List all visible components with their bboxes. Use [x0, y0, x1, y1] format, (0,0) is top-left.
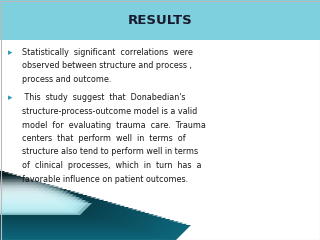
Polygon shape: [0, 199, 100, 214]
Polygon shape: [0, 175, 17, 190]
Polygon shape: [0, 225, 191, 240]
Bar: [0, 0, 320, 40]
Text: centers  that  perform  well  in  terms  of: centers that perform well in terms of: [22, 134, 186, 143]
Polygon shape: [0, 207, 129, 222]
Polygon shape: [0, 182, 50, 194]
Polygon shape: [0, 179, 44, 191]
Polygon shape: [0, 212, 146, 227]
Polygon shape: [0, 178, 30, 193]
Polygon shape: [0, 194, 74, 206]
Polygon shape: [0, 197, 96, 212]
Polygon shape: [0, 213, 150, 228]
Polygon shape: [0, 221, 179, 236]
Polygon shape: [0, 195, 88, 210]
Text: favorable influence on patient outcomes.: favorable influence on patient outcomes.: [22, 174, 188, 184]
Polygon shape: [0, 187, 59, 202]
Polygon shape: [0, 171, 5, 186]
Polygon shape: [0, 214, 154, 229]
Polygon shape: [0, 200, 104, 215]
Polygon shape: [0, 176, 38, 188]
Polygon shape: [0, 196, 92, 211]
Polygon shape: [0, 216, 162, 232]
Text: of  clinical  processes,  which  in  turn  has  a: of clinical processes, which in turn has…: [22, 161, 202, 170]
Text: Statistically  significant  correlations  were: Statistically significant correlations w…: [22, 48, 193, 57]
Polygon shape: [0, 188, 63, 203]
Polygon shape: [0, 194, 84, 209]
Polygon shape: [0, 209, 137, 224]
Polygon shape: [0, 173, 13, 188]
Polygon shape: [0, 170, 1, 185]
Text: structure also tend to perform well in terms: structure also tend to perform well in t…: [22, 148, 198, 156]
Polygon shape: [0, 203, 92, 215]
Polygon shape: [0, 188, 62, 200]
Polygon shape: [0, 211, 141, 226]
Polygon shape: [0, 191, 68, 203]
Text: process and outcome.: process and outcome.: [22, 75, 111, 84]
Polygon shape: [0, 200, 86, 212]
Polygon shape: [0, 202, 112, 217]
Polygon shape: [0, 185, 56, 197]
Polygon shape: [0, 185, 55, 200]
Text: ▸: ▸: [8, 94, 12, 102]
Polygon shape: [0, 192, 79, 208]
Text: model  for  evaluating  trauma  care.  Trauma: model for evaluating trauma care. Trauma: [22, 120, 206, 130]
Polygon shape: [0, 196, 77, 208]
Polygon shape: [0, 206, 125, 221]
Polygon shape: [0, 177, 26, 192]
Polygon shape: [0, 204, 116, 218]
Polygon shape: [0, 216, 158, 230]
Polygon shape: [0, 192, 71, 204]
Polygon shape: [0, 180, 38, 196]
Polygon shape: [0, 178, 41, 190]
Polygon shape: [0, 197, 80, 209]
Polygon shape: [0, 219, 170, 234]
Polygon shape: [0, 223, 183, 238]
Polygon shape: [0, 180, 34, 194]
Text: observed between structure and process ,: observed between structure and process ,: [22, 61, 192, 71]
Polygon shape: [0, 201, 108, 216]
Polygon shape: [0, 183, 46, 198]
Polygon shape: [0, 182, 42, 197]
Text: structure-process-outcome model is a valid: structure-process-outcome model is a val…: [22, 107, 197, 116]
Polygon shape: [0, 204, 121, 220]
Polygon shape: [0, 202, 89, 214]
Polygon shape: [0, 220, 174, 235]
Polygon shape: [0, 176, 21, 191]
Polygon shape: [0, 172, 9, 187]
Text: ▸: ▸: [8, 48, 12, 57]
Polygon shape: [0, 180, 47, 192]
Polygon shape: [0, 208, 133, 223]
Polygon shape: [0, 224, 187, 239]
Polygon shape: [0, 198, 83, 210]
Polygon shape: [0, 184, 51, 199]
Text: RESULTS: RESULTS: [128, 13, 192, 26]
Polygon shape: [0, 192, 75, 206]
Text: This  study  suggest  that  Donabedian's: This study suggest that Donabedian's: [22, 94, 186, 102]
Polygon shape: [0, 184, 53, 196]
Polygon shape: [0, 189, 67, 204]
Polygon shape: [0, 186, 59, 198]
Polygon shape: [0, 190, 65, 202]
Polygon shape: [0, 190, 71, 205]
Polygon shape: [0, 218, 166, 233]
